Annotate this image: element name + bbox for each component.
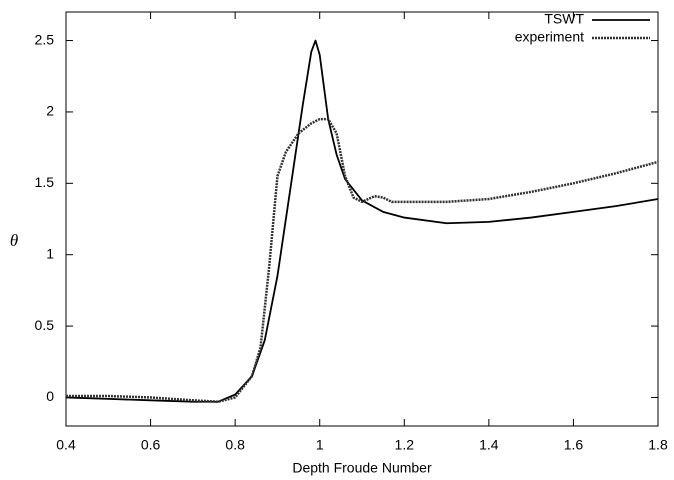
series-line — [66, 117, 659, 403]
x-tick-label: 0.6 — [141, 437, 161, 453]
x-tick-label: 0.8 — [225, 437, 245, 453]
series-line — [65, 39, 659, 403]
x-tick-label: 1.4 — [479, 437, 499, 453]
x-tick-label: 1 — [316, 437, 324, 453]
x-tick-label: 1.6 — [564, 437, 584, 453]
x-axis-label: Depth Froude Number — [292, 460, 432, 476]
x-tick-label: 1.8 — [648, 437, 668, 453]
y-tick-label: 1.5 — [35, 174, 55, 190]
y-tick-label: 1 — [46, 245, 54, 261]
y-axis-label: θ — [10, 231, 18, 250]
legend-label: TSWT — [544, 11, 584, 27]
y-tick-label: 2 — [46, 103, 54, 119]
y-tick-label: 0 — [46, 388, 54, 404]
y-tick-label: 2.5 — [35, 31, 55, 47]
plot-frame — [65, 11, 659, 427]
x-tick-label: 0.4 — [56, 437, 76, 453]
x-tick-label: 1.2 — [395, 437, 415, 453]
legend-label: experiment — [515, 29, 584, 45]
y-tick-label: 0.5 — [35, 317, 55, 333]
